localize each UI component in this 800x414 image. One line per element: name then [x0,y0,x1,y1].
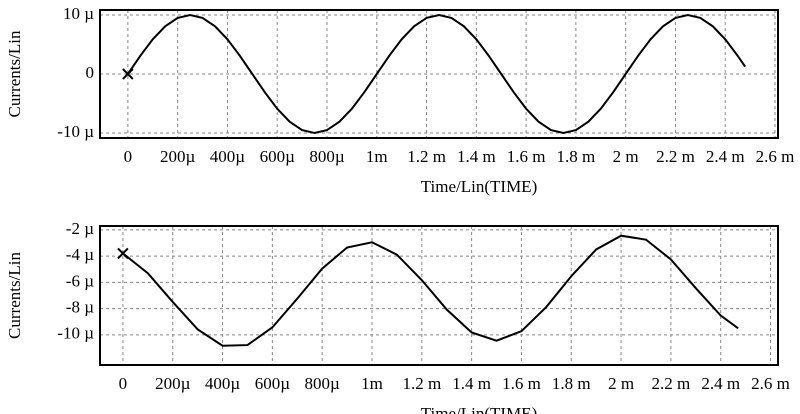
x-tick-label: 2.6 m [751,374,790,393]
y-tick-label: -2 µ [66,219,94,238]
y-tick-label: -8 µ [66,298,94,317]
x-tick-label: 2 m [613,147,639,166]
cursor-marker [117,247,129,260]
y-axis-label: Currents/Lin [5,30,24,117]
plot-frame [99,9,779,139]
x-tick-label: 1.4 m [457,147,496,166]
x-tick-label: 2.4 m [706,147,745,166]
x-tick-label: 1.2 m [407,147,446,166]
x-tick-label: 1.2 m [402,374,441,393]
x-tick-label: 800µ [305,374,341,393]
x-tick-label: 0 [119,374,128,393]
x-tick-label: 2.6 m [756,147,795,166]
y-axis-label: Currents/Lin [5,252,24,339]
line [122,234,739,347]
plot-frame [99,225,779,366]
x-tick-label: 1.4 m [452,374,491,393]
y-tick-label: -4 µ [66,245,94,264]
x-tick-label: 1.8 m [557,147,596,166]
cursor-marker [122,68,134,80]
x-tick-label: 2.2 m [656,147,695,166]
x-tick-label: 0 [124,147,133,166]
y-tick-label: 0 [86,63,95,82]
line [127,13,746,135]
y-tick-label: -10 µ [57,122,94,141]
x-tick-label: 1.8 m [552,374,591,393]
x-tick-label: 2 m [608,374,634,393]
y-tick-label: -10 µ [57,324,94,343]
x-tick-label: 600µ [255,374,291,393]
y-tick-label: 10 µ [63,4,94,23]
x-axis-label: Time/Lin(TIME) [421,404,537,414]
x-tick-label: 200µ [160,147,196,166]
x-tick-label: 1m [361,374,383,393]
x-tick-label: 1.6 m [507,147,546,166]
x-tick-label: 200µ [155,374,191,393]
x-axis-label: Time/Lin(TIME) [421,177,537,196]
x-tick-label: 1m [366,147,388,166]
x-tick-label: 800µ [309,147,345,166]
x-tick-label: 600µ [260,147,296,166]
x-tick-label: 2.2 m [652,374,691,393]
x-tick-label: 400µ [210,147,246,166]
x-tick-label: 2.4 m [701,374,740,393]
x-tick-label: 400µ [205,374,241,393]
x-tick-label: 1.6 m [502,374,541,393]
y-tick-label: -6 µ [66,271,94,290]
